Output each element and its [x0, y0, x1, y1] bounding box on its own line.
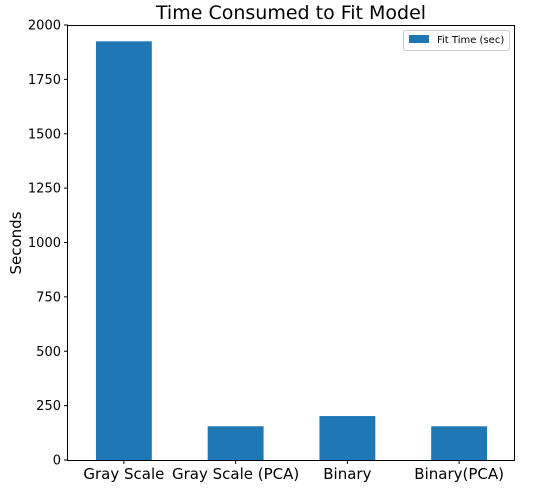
y-tick-label-0: 0 [53, 454, 61, 469]
x-tick-label-2: Binary [323, 465, 371, 483]
bar-2 [319, 416, 376, 460]
x-tick-label-3: Binary(PCA) [414, 465, 504, 483]
bar-3 [431, 426, 488, 460]
bar-0 [95, 41, 152, 460]
y-tick-label-6: 1500 [28, 127, 61, 142]
y-tick-label-4: 1000 [28, 236, 61, 251]
legend-box [403, 30, 510, 51]
y-axis-ticks: 0 250 500 750 1000 1250 1500 1750 2000 [28, 19, 68, 469]
x-tick-label-1: Gray Scale (PCA) [172, 465, 299, 483]
y-tick-label-7: 1750 [28, 73, 61, 88]
y-tick-label-3: 750 [36, 290, 61, 305]
plot-frame [67, 25, 515, 461]
x-axis-ticks: Gray Scale Gray Scale (PCA) Binary Binary(P… [83, 460, 504, 483]
y-tick-label-5: 1250 [28, 182, 61, 197]
legend-label: Fit Time (sec) [437, 35, 504, 46]
bar-1 [207, 426, 264, 460]
legend: Fit Time (sec) [403, 30, 510, 51]
y-tick-label-2: 500 [36, 345, 61, 360]
y-tick-label-1: 250 [36, 399, 61, 414]
y-axis-label: Seconds [7, 211, 25, 274]
legend-swatch [409, 35, 429, 43]
chart-title: Time Consumed to Fit Model [155, 2, 426, 24]
x-tick-label-0: Gray Scale [83, 465, 164, 483]
bars-group [95, 41, 488, 460]
y-tick-label-8: 2000 [28, 19, 61, 34]
